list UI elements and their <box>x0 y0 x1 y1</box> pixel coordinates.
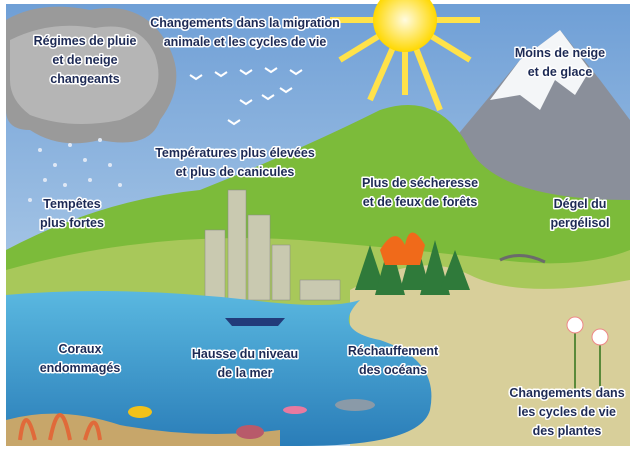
label: les cycles de vie <box>518 405 616 419</box>
label: de la mer <box>218 366 273 380</box>
label: et de glace <box>528 65 593 79</box>
label: Coraux <box>58 342 101 356</box>
label: plus fortes <box>40 216 104 230</box>
label: et plus de canicules <box>176 165 295 179</box>
label: et de neige <box>52 53 117 67</box>
label: pergélisol <box>550 216 609 230</box>
label: et de feux de forêts <box>363 195 478 209</box>
label: Changements dans la migration <box>150 16 340 30</box>
label: Températures plus élevées <box>155 146 315 160</box>
label: Tempêtes <box>43 197 100 211</box>
label: Régimes de pluie <box>34 34 137 48</box>
label: animale et les cycles de vie <box>164 35 327 49</box>
label: des océans <box>359 363 427 377</box>
label: des plantes <box>533 424 602 438</box>
label: Moins de neige <box>515 46 605 60</box>
label: Plus de sécheresse <box>362 176 478 190</box>
label: endommagés <box>40 361 121 375</box>
label: Dégel du <box>554 197 607 211</box>
label: Changements dans <box>509 386 624 400</box>
label: changeants <box>50 72 120 86</box>
label: Hausse du niveau <box>192 347 298 361</box>
boat <box>225 318 285 326</box>
label: Réchauffement <box>348 344 439 358</box>
climate-illustration: Régimes de pluie et de neige changeants Cha… <box>0 0 634 450</box>
